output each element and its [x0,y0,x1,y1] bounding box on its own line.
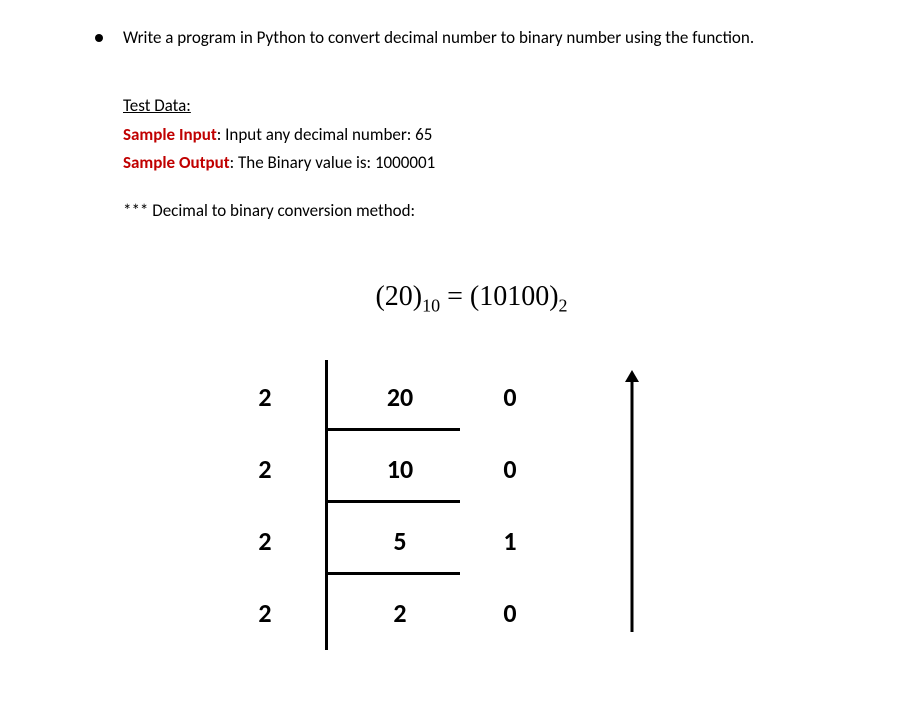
equation-rhs-sub: 2 [559,296,568,316]
division-row: 220 [230,588,555,638]
division-row: 2 100 [230,444,555,494]
division-divisor: 2 [230,453,300,485]
equation-rhs-value: (10100) [470,281,559,312]
bullet-item: Write a program in Python to convert dec… [95,20,888,56]
test-data-heading: Test Data: [123,95,191,116]
test-data-block: Test Data: Sample Input: Input any decim… [123,92,888,179]
division-divisor: 2 [230,597,300,629]
division-hline [325,572,460,575]
division-hline [325,500,460,503]
division-row: 2 200 [230,372,555,422]
division-quotient: 5 [335,525,465,557]
bullet-dot-icon [95,34,103,42]
equation-lhs-value: (20) [375,281,422,312]
division-quotient: 20 [335,381,465,413]
sample-input-label: Sample Input [123,124,217,145]
division-remainder: 1 [465,525,555,557]
division-quotient: 10 [335,453,465,485]
division-remainder: 0 [465,453,555,485]
division-divisor: 2 [230,525,300,557]
equation-lhs-sub: 10 [422,296,440,316]
division-hline [325,428,460,431]
division-row: 2 51 [230,516,555,566]
method-note: *** Decimal to binary conversion method: [123,200,888,221]
division-diagram: 22002100251220 [230,372,888,652]
equation-eq: = [440,281,470,312]
sample-input-value: : Input any decimal number: 65 [217,124,433,145]
read-direction-arrow-icon [622,370,642,632]
division-remainder: 0 [465,597,555,629]
page-body: Write a program in Python to convert dec… [0,0,918,652]
bullet-text: Write a program in Python to convert dec… [123,20,888,56]
equation: (20)10 = (10100)2 [55,281,888,317]
division-quotient: 2 [335,597,465,629]
sample-output-label: Sample Output [123,152,230,173]
division-divisor: 2 [230,381,300,413]
sample-output-value: : The Binary value is: 1000001 [230,152,436,173]
division-remainder: 0 [465,381,555,413]
